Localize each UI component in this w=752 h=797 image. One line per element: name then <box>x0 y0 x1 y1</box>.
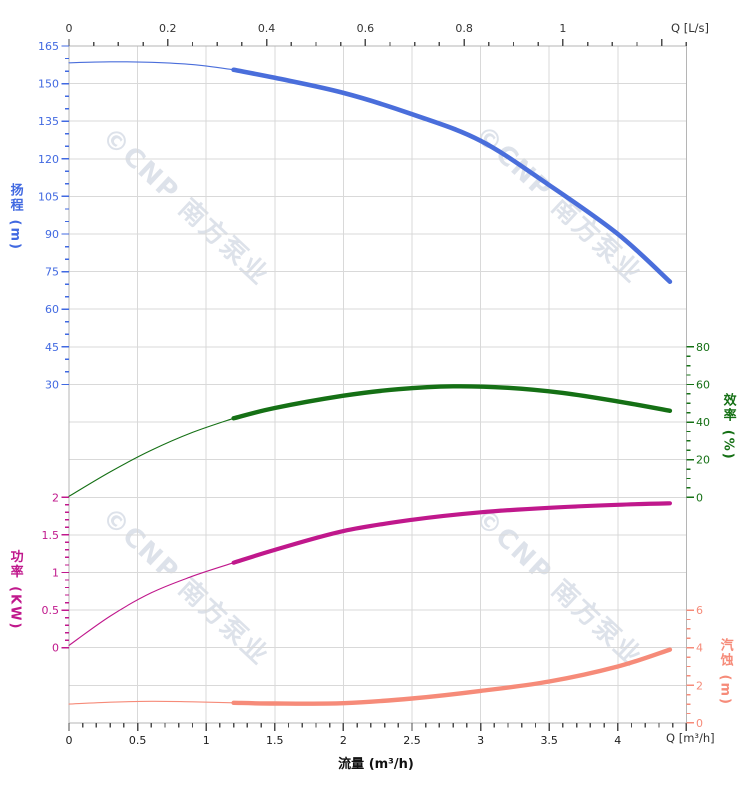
npsh-axis-tick-label: 0 <box>696 717 703 730</box>
head-axis-tick-label: 90 <box>45 228 59 241</box>
bottom-axis-tick-label: 1.5 <box>266 734 284 747</box>
head-axis-tick-label: 45 <box>45 341 59 354</box>
top-axis-unit-label: Q [L/s] <box>671 21 709 35</box>
npsh-curve <box>231 647 673 706</box>
power-axis-tick-label: 0 <box>52 642 59 655</box>
bottom-axis-tick-label: 1 <box>203 734 210 747</box>
efficiency-axis-tick-label: 20 <box>696 454 710 467</box>
bottom-axis-tick-label: 0.5 <box>129 734 147 747</box>
power-axis-tick-label: 2 <box>52 491 59 504</box>
efficiency-axis-tick-label: 60 <box>696 378 710 391</box>
power-curve <box>231 501 672 565</box>
efficiency-axis-tick-label: 80 <box>696 341 710 354</box>
power-axis-tick-label: 1.5 <box>42 529 60 542</box>
head-axis-tick-label: 30 <box>45 378 59 391</box>
efficiency-axis-tick-label: 0 <box>696 491 703 504</box>
head-curve <box>231 67 673 284</box>
top-axis-tick-label: 0 <box>66 22 73 35</box>
npsh-axis-title: 汽蚀 (m) <box>717 638 733 706</box>
top-axis-tick-label: 0.6 <box>357 22 375 35</box>
bottom-axis-tick-label: 3.5 <box>540 734 558 747</box>
npsh-axis-tick-label: 2 <box>696 679 703 692</box>
power-axis-tick-label: 1 <box>52 566 59 579</box>
efficiency-axis-tick-label: 40 <box>696 416 710 429</box>
npsh-axis-tick-label: 6 <box>696 604 703 617</box>
head-axis-tick-label: 105 <box>38 190 59 203</box>
bottom-axis-tick-label: 4 <box>614 734 621 747</box>
top-axis-tick-label: 1 <box>559 22 566 35</box>
head-axis-tick-label: 75 <box>45 266 59 279</box>
top-axis-tick-label: 0.4 <box>258 22 276 35</box>
efficiency-curve-low-flow <box>68 417 235 497</box>
npsh-curve-low-flow <box>68 700 235 705</box>
efficiency-curve <box>231 384 673 421</box>
head-curve-low-flow <box>68 61 235 71</box>
power-axis-title: 功率 (KW) <box>7 549 23 631</box>
flow-axis-title: 流量 (m³/h) <box>338 757 414 772</box>
efficiency-axis-title: 效率 (%) <box>720 393 736 461</box>
top-axis-tick-label: 0.8 <box>455 22 473 35</box>
bottom-axis-tick-label: 2 <box>340 734 347 747</box>
power-axis-tick-label: 0.5 <box>42 604 60 617</box>
head-axis-tick-label: 150 <box>38 78 59 91</box>
bottom-axis-tick-label: 2.5 <box>403 734 421 747</box>
head-axis-title: 扬程 (m) <box>7 183 23 251</box>
bottom-axis-tick-label: 3 <box>477 734 484 747</box>
power-curve-low-flow <box>68 562 235 646</box>
npsh-axis-tick-label: 4 <box>696 642 703 655</box>
head-axis-tick-label: 60 <box>45 303 59 316</box>
bottom-axis-unit-label: Q [m³/h] <box>666 731 715 745</box>
head-axis-tick-label: 120 <box>38 153 59 166</box>
top-axis-tick-label: 0.2 <box>159 22 177 35</box>
head-axis-tick-label: 165 <box>38 40 59 53</box>
head-axis-tick-label: 135 <box>38 115 59 128</box>
bottom-axis-tick-label: 0 <box>66 734 73 747</box>
